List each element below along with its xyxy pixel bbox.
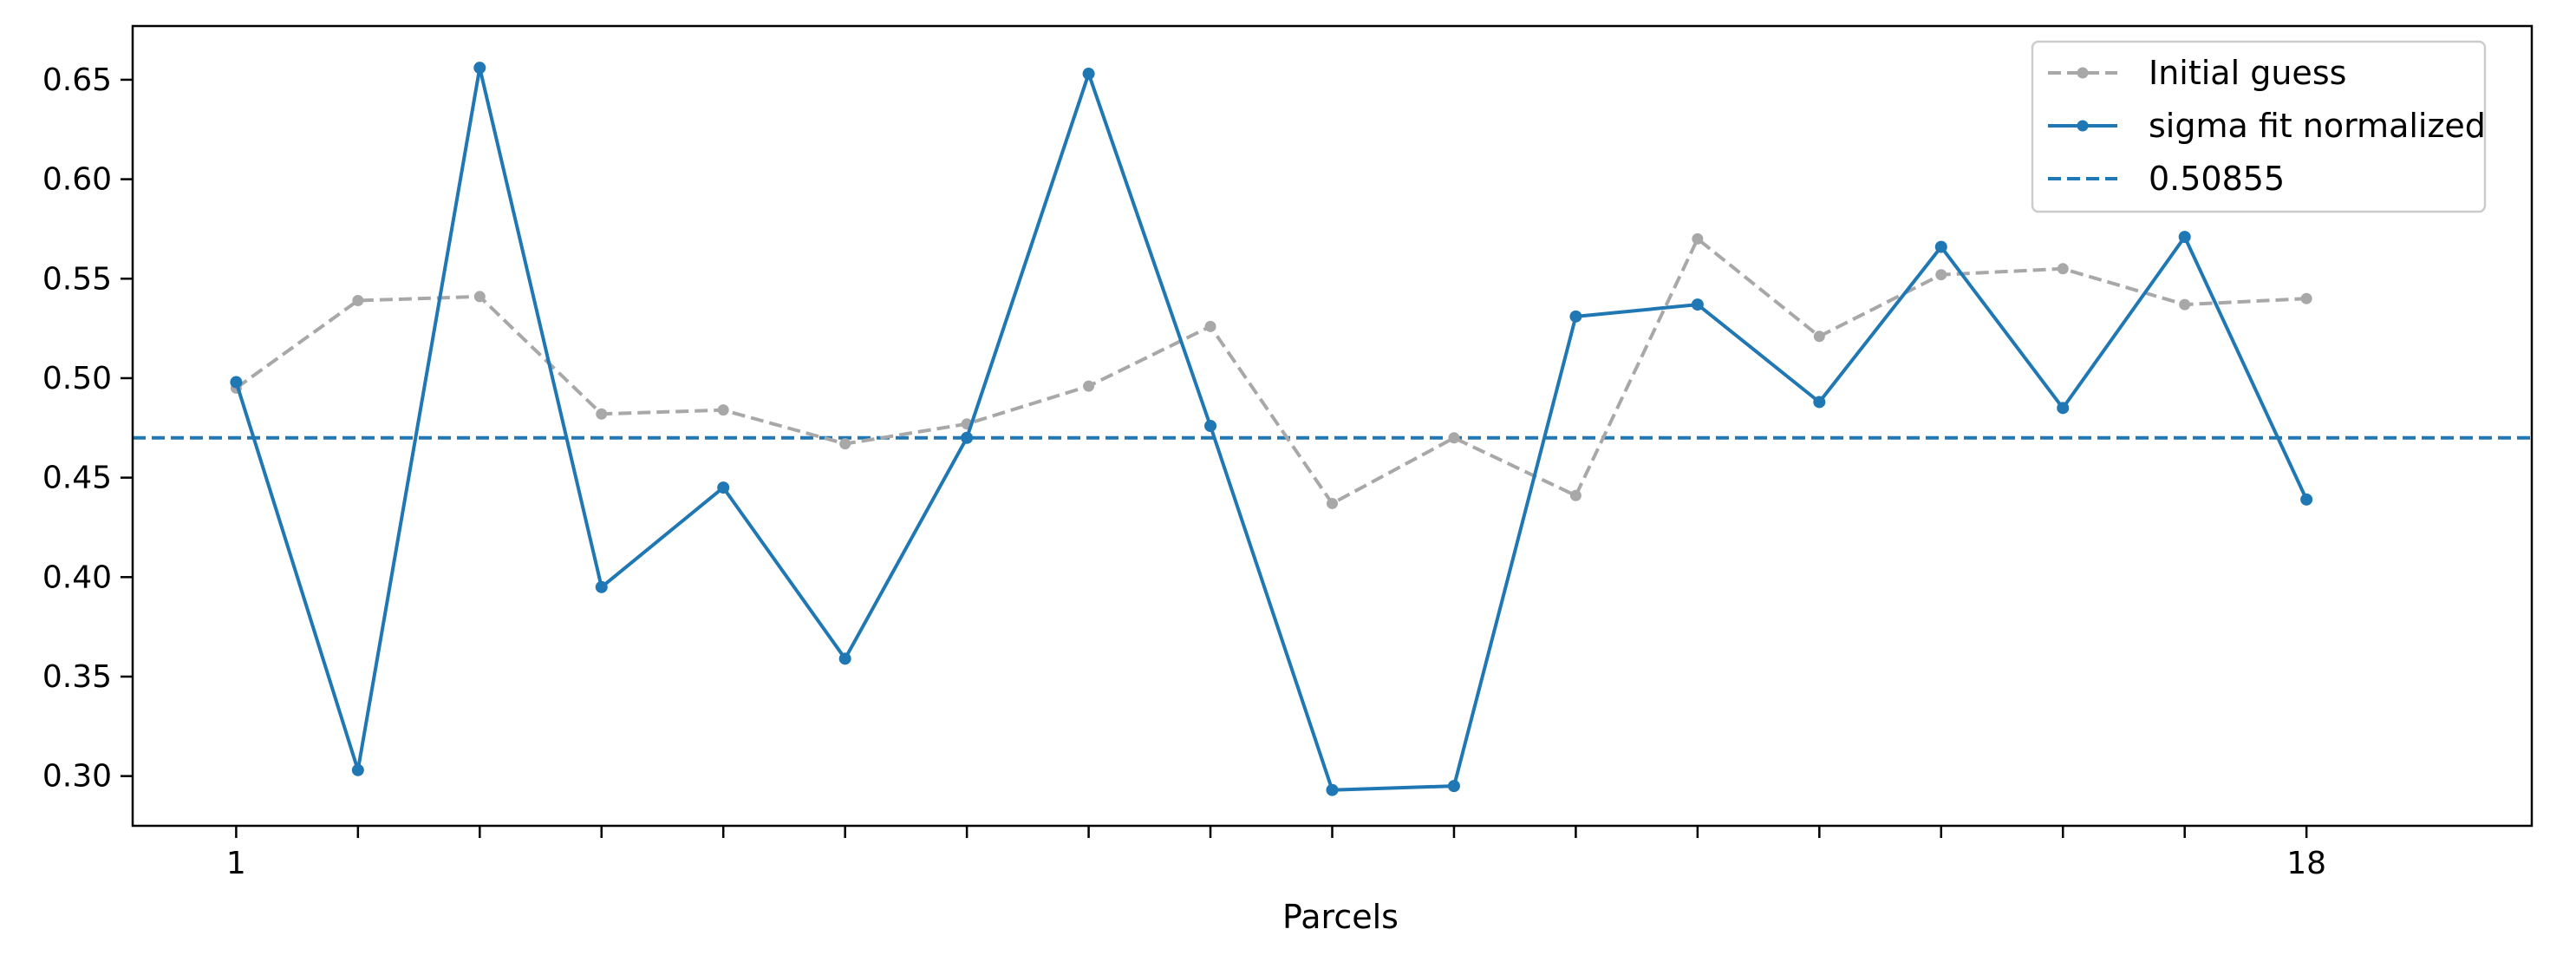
data-point (230, 376, 243, 389)
data-point (2178, 231, 2191, 244)
legend-label: sigma fit normalized (2149, 107, 2486, 145)
data-point (1204, 420, 1217, 432)
legend: Initial guess sigma fit normalized 0.50855 (2031, 40, 2487, 213)
data-point (352, 295, 364, 307)
data-point (1569, 310, 1582, 323)
data-point (961, 431, 974, 444)
y-tick-label: 0.50 (42, 361, 112, 396)
data-point (717, 404, 729, 416)
x-axis: 1 18 (226, 826, 2326, 881)
data-point (1692, 232, 1704, 245)
legend-box (2031, 40, 2487, 213)
data-point (1448, 432, 1460, 444)
x-tick-label: 18 (2286, 846, 2326, 881)
data-point (2300, 493, 2313, 506)
data-point (351, 763, 364, 776)
series-layer (230, 62, 2313, 796)
y-axis: 0.30 0.35 0.40 0.45 0.50 0.55 0.60 0.65 (42, 62, 133, 795)
y-tick-label: 0.55 (42, 261, 112, 297)
data-point (1326, 783, 1339, 796)
legend-label: 0.50855 (2149, 160, 2285, 198)
data-point (2057, 263, 2069, 275)
data-point (473, 62, 486, 75)
data-point (839, 438, 851, 450)
legend-marker (2077, 120, 2089, 132)
data-point (717, 481, 730, 494)
data-point (1447, 780, 1460, 793)
data-point (473, 291, 486, 303)
y-tick-label: 0.45 (42, 461, 112, 496)
data-point (1083, 380, 1095, 392)
data-point (2057, 402, 2070, 415)
y-tick-label: 0.65 (42, 62, 112, 98)
data-point (1813, 330, 1825, 343)
legend-label: Initial guess (2149, 54, 2346, 92)
data-point (1935, 269, 1947, 281)
data-point (2300, 292, 2312, 304)
data-point (1569, 489, 1581, 501)
x-axis-label: Parcels (1282, 898, 1399, 936)
y-tick-label: 0.30 (42, 759, 112, 795)
data-point (1327, 497, 1338, 509)
data-point (595, 580, 608, 593)
data-point (1813, 396, 1826, 409)
data-point (1082, 68, 1095, 81)
y-tick-label: 0.60 (42, 162, 112, 198)
data-point (838, 652, 851, 665)
y-tick-label: 0.40 (42, 560, 112, 595)
x-tick-label: 1 (226, 846, 246, 881)
series-line (234, 66, 2309, 792)
y-tick-label: 0.35 (42, 659, 112, 695)
data-point (2179, 298, 2191, 311)
data-point (1691, 298, 1704, 311)
data-point (1934, 240, 1947, 253)
data-point (1204, 320, 1216, 332)
data-point (596, 408, 608, 420)
legend-marker (2077, 67, 2089, 79)
